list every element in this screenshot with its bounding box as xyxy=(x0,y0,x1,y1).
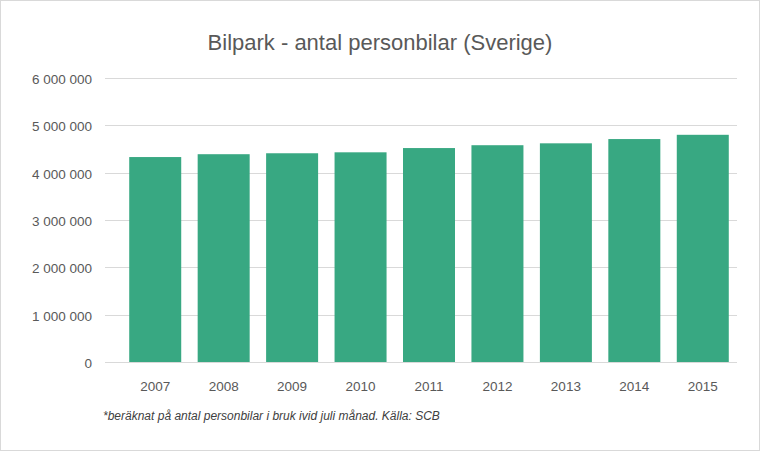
x-tick-label: 2012 xyxy=(482,379,512,394)
bars xyxy=(129,135,729,362)
x-tick-label: 2007 xyxy=(140,379,170,394)
bar xyxy=(198,154,250,362)
bar xyxy=(266,153,318,362)
bar xyxy=(540,143,592,362)
bar xyxy=(471,145,523,362)
grid-line xyxy=(105,125,737,126)
y-tick-label: 6 000 000 xyxy=(32,72,92,87)
grid-line xyxy=(105,362,737,363)
footnote: *beräknat på antal personbilar i bruk iv… xyxy=(103,409,440,423)
y-tick-label: 1 000 000 xyxy=(32,309,92,324)
x-tick-label: 2011 xyxy=(414,379,443,394)
chart-frame xyxy=(1,1,760,451)
y-tick-label: 2 000 000 xyxy=(32,261,92,276)
x-tick-label: 2010 xyxy=(346,379,376,394)
title: Bilpark - antal personbilar (Sverige) xyxy=(208,30,553,55)
y-tick-label: 4 000 000 xyxy=(32,167,92,182)
x-tick-label: 2013 xyxy=(551,379,581,394)
bar xyxy=(403,148,455,362)
bar xyxy=(608,139,660,362)
y-tick-label: 3 000 000 xyxy=(32,214,92,229)
y-tick-label: 0 xyxy=(84,356,92,371)
x-tick-label: 2014 xyxy=(619,379,650,394)
y-tick-label: 5 000 000 xyxy=(32,119,92,134)
bar xyxy=(335,152,387,362)
bar xyxy=(677,135,729,362)
x-tick-label: 2008 xyxy=(209,379,239,394)
x-tick-label: 2015 xyxy=(688,379,718,394)
grid-line xyxy=(105,78,737,79)
x-tick-label: 2009 xyxy=(277,379,307,394)
bar xyxy=(129,157,181,362)
chart: Bilpark - antal personbilar (Sverige) 0 1 … xyxy=(0,0,760,451)
